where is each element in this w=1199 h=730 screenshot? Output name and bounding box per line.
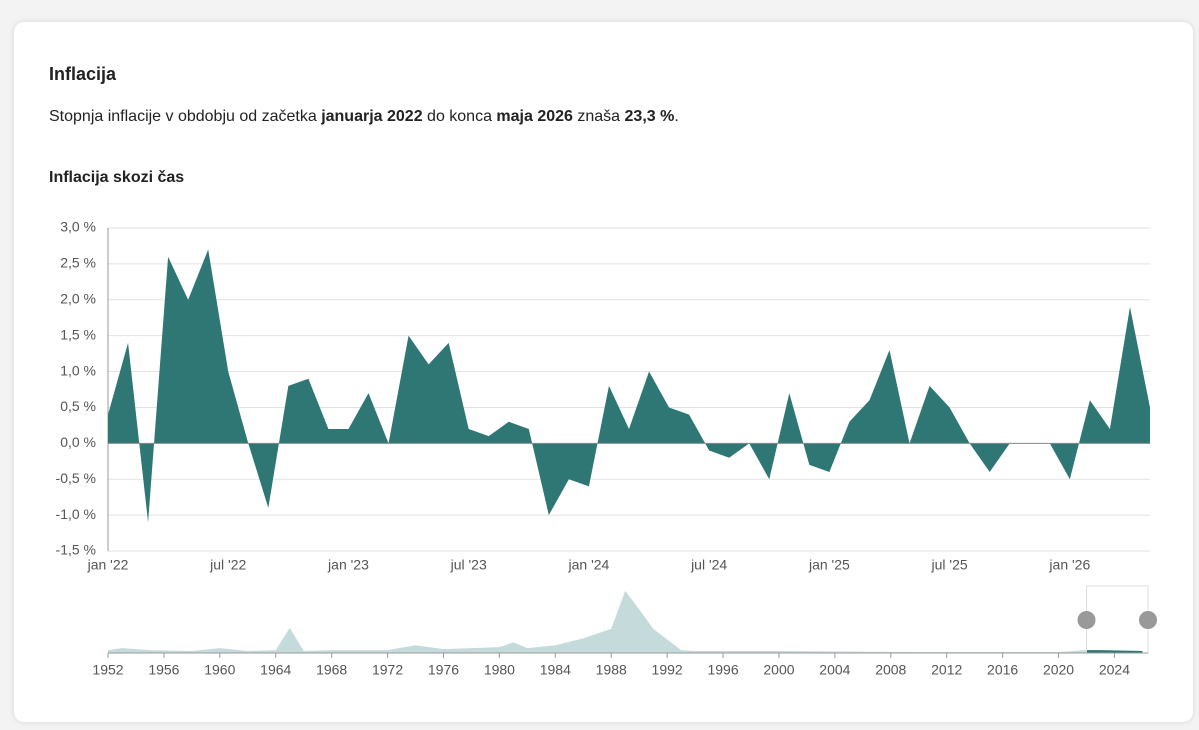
text: . [674,108,679,125]
x-tick-label: 1960 [204,662,235,678]
x-tick-label: 2012 [931,662,962,678]
chart-title: Inflacija skozi čas [49,169,185,186]
navigator-area [108,590,1143,653]
x-tick-label: 1972 [372,662,403,678]
x-tick-label: 1956 [148,662,179,678]
x-tick-label: 1992 [652,662,683,678]
x-tick-label: 2024 [1099,662,1130,678]
area [108,249,1150,523]
text: Stopnja inflacije v obdobju od začetka [49,108,322,125]
text: januarja 2022 [321,108,423,125]
x-tick-label: 1996 [707,662,738,678]
x-tick-label: jan '23 [327,557,369,573]
x-tick-label: jan '24 [568,557,610,573]
x-tick-label: 1980 [484,662,515,678]
x-tick-label: 1968 [316,662,347,678]
x-tick-label: 2000 [763,662,794,678]
x-tick-label: 1964 [260,662,291,678]
x-tick-label: jan '22 [87,557,129,573]
y-tick-label: 0,5 % [60,398,96,414]
x-tick-label: jul '22 [209,557,246,573]
navigator-selected-area [1086,650,1143,653]
text: znaša [572,108,625,125]
x-tick-label: 1952 [92,662,123,678]
y-tick-label: -1,0 % [56,506,96,522]
text: do konca [422,108,497,125]
x-tick-label: 1976 [428,662,459,678]
handle [1139,611,1157,629]
x-tick-label: jul '25 [931,557,968,573]
x-tick-label: jul '23 [450,557,487,573]
handle [1077,611,1096,629]
x-tick-label: 2016 [987,662,1018,678]
x-tick-label: jul '24 [690,557,727,573]
x-tick-label: 2020 [1043,662,1074,678]
y-tick-label: 0,0 % [60,434,96,450]
x-tick-label: 2008 [875,662,906,678]
x-tick-label: jan '25 [808,557,850,573]
text: 23,3 % [624,108,675,125]
text: maja 2026 [496,108,573,125]
x-tick-label: 1988 [596,662,627,678]
y-tick-label: 1,0 % [60,362,96,378]
x-tick-label: 2004 [819,662,850,678]
y-tick-label: 2,0 % [60,290,96,306]
x-tick-label: 1984 [540,662,571,678]
y-tick-label: 3,0 % [60,219,96,235]
selection-box [1085,585,1149,654]
y-tick-label: 2,5 % [60,255,96,271]
y-tick-label: -1,5 % [56,542,96,558]
y-tick-label: 1,5 % [60,326,96,342]
x-tick-label: jan '26 [1048,557,1090,573]
y-tick-label: -0,5 % [56,470,96,486]
description: Stopnja inflacije v obdobju od začetka j… [49,108,679,126]
title: Inflacija [49,64,117,84]
